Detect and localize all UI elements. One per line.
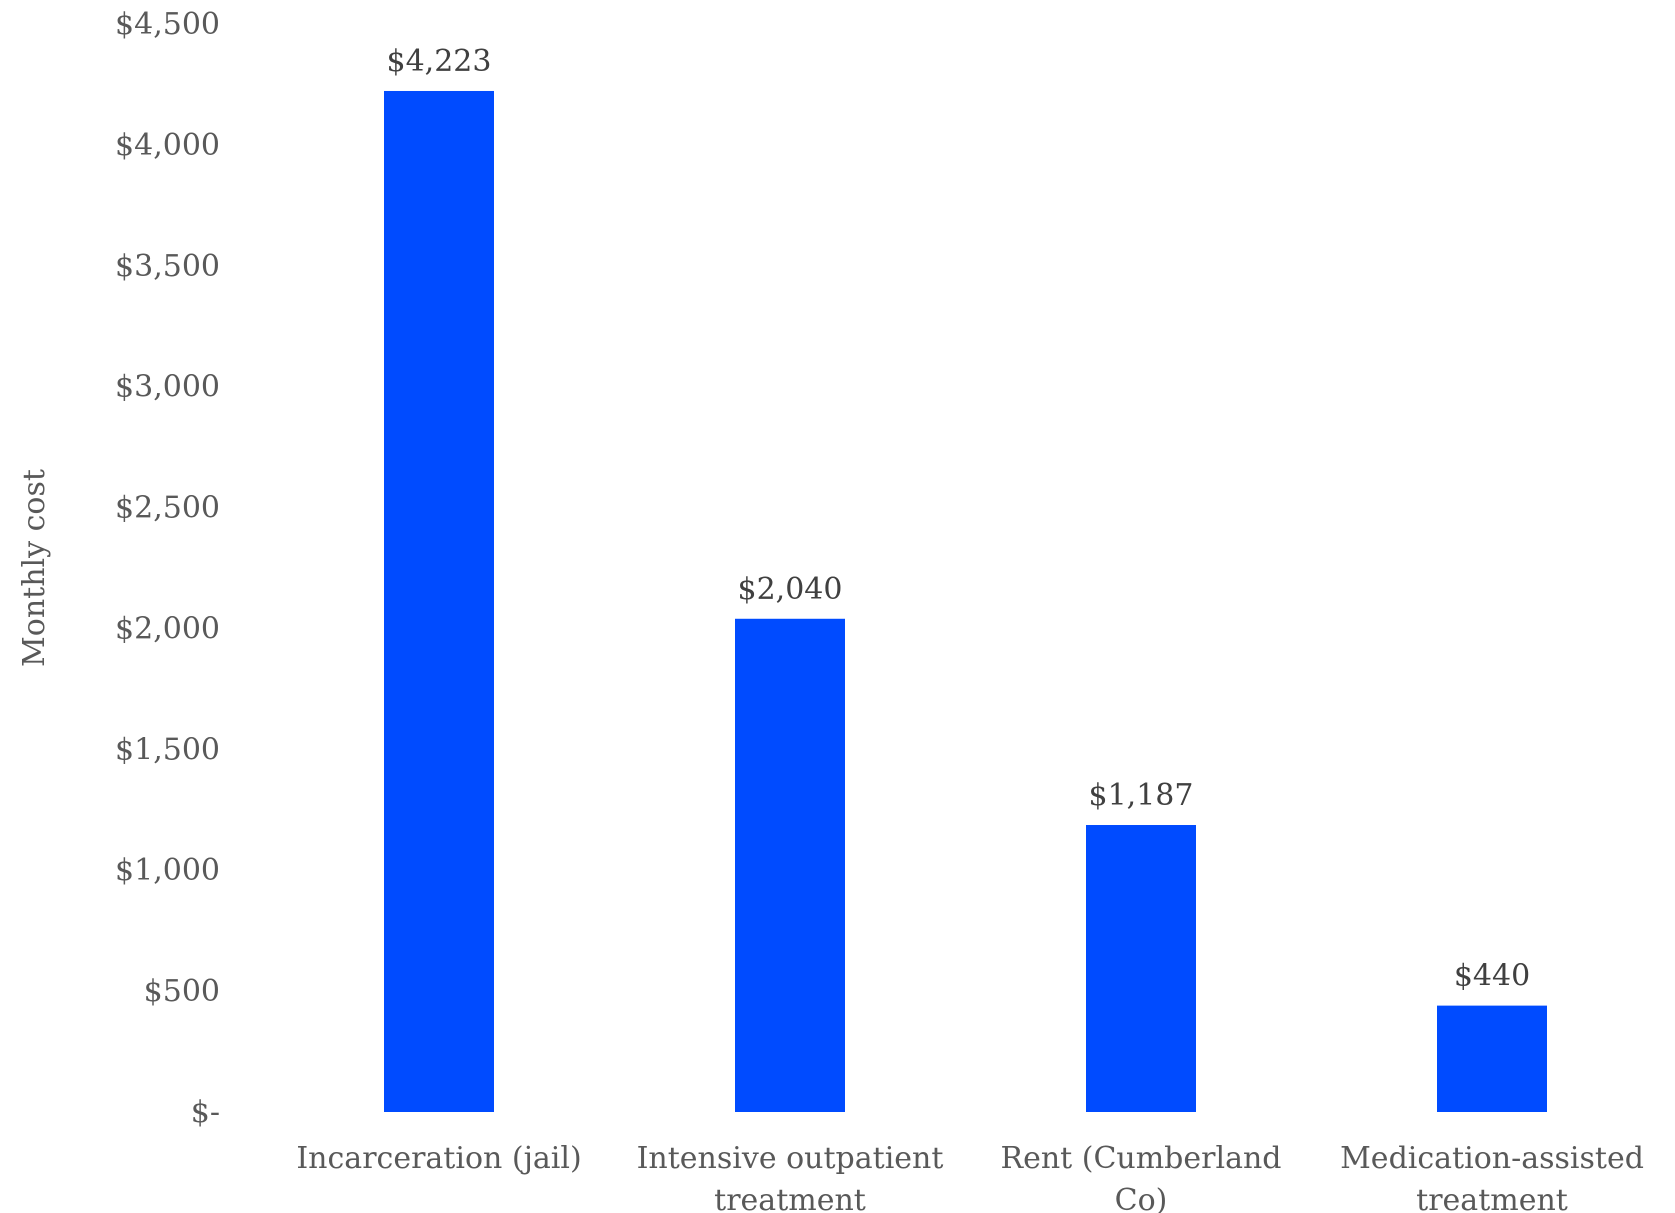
data-label: $2,040 [738, 572, 843, 607]
y-tick-label: $1,500 [115, 732, 220, 767]
y-tick-label: $2,500 [115, 491, 220, 526]
y-tick-label: $4,500 [115, 7, 220, 42]
x-tick-label: treatment [714, 1183, 866, 1213]
bar [1086, 825, 1196, 1112]
bar [1437, 1005, 1547, 1112]
data-label: $440 [1454, 959, 1530, 994]
y-tick-label: $3,500 [115, 249, 220, 284]
bar [735, 618, 845, 1112]
data-label: $1,187 [1089, 778, 1194, 813]
y-tick-label: $1,000 [115, 853, 220, 888]
x-tick-label: Intensive outpatient [637, 1141, 944, 1176]
x-tick-label: Rent (Cumberland [1001, 1141, 1282, 1176]
y-tick-label: $500 [144, 974, 220, 1009]
x-tick-label: Incarceration (jail) [296, 1141, 581, 1176]
y-tick-label: $2,000 [115, 611, 220, 646]
x-tick-label: Medication-assisted [1340, 1141, 1644, 1176]
y-tick-label: $4,000 [115, 128, 220, 163]
y-axis-title: Monthly cost [17, 469, 52, 667]
data-labels: $4,223 $2,040 $1,187 $440 [387, 44, 1531, 994]
x-axis-labels: Incarceration (jail) Intensive outpatient… [296, 1141, 1644, 1213]
y-axis-ticks: $- $500 $1,000 $1,500 $2,000 $2,500 $3,000 $3,5… [115, 7, 220, 1130]
x-tick-label: treatment [1416, 1183, 1568, 1213]
x-tick-label: Co) [1115, 1183, 1168, 1213]
y-tick-label: $- [191, 1095, 220, 1130]
bar-series [384, 90, 1547, 1113]
data-label: $4,223 [387, 44, 492, 79]
y-tick-label: $3,000 [115, 370, 220, 405]
bar [384, 90, 494, 1113]
